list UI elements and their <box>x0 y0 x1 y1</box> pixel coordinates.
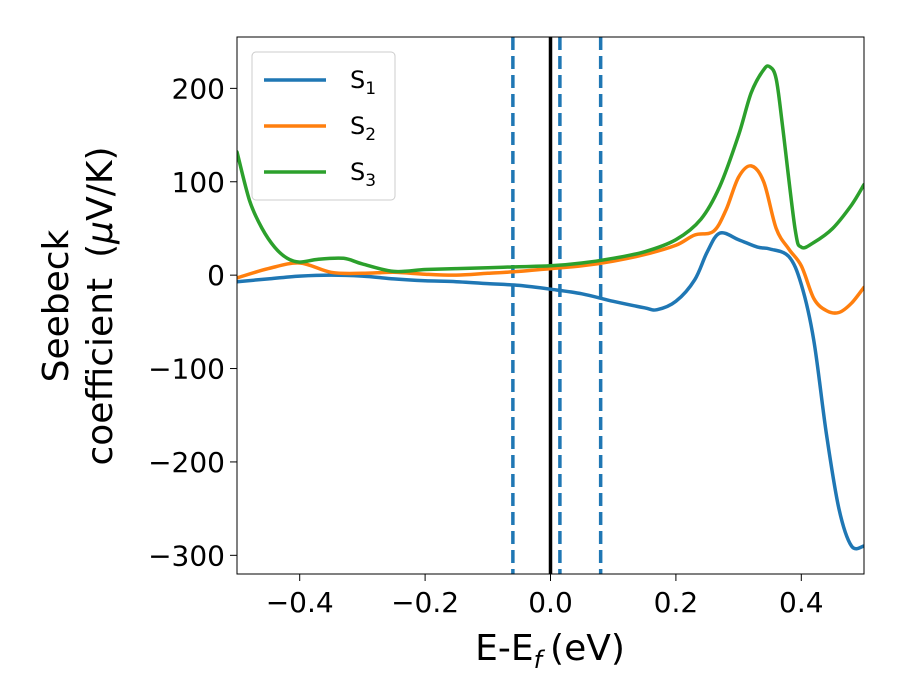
x-tick-label: 0.4 <box>779 586 824 619</box>
x-axis-label-main: E-E <box>475 628 533 669</box>
x-axis-label-subscript: f <box>534 646 546 674</box>
y-tick-label: −100 <box>148 353 225 386</box>
x-axis-label: E-Ef (eV) <box>475 628 625 674</box>
y-tick-label: −300 <box>148 539 225 572</box>
legend-label-S3: S3 <box>350 158 376 191</box>
legend-label-S2: S2 <box>350 112 376 145</box>
x-ticks: −0.4 −0.2 0.0 0.2 0.4 <box>266 574 824 619</box>
y-axis-label-unit-rest: V/K) <box>80 146 121 220</box>
y-tick-label: 100 <box>172 166 225 199</box>
y-ticks: 200 100 0 −100 −200 −300 <box>148 72 237 572</box>
y-axis-label-line1: Seebeck <box>36 229 77 382</box>
vertical-lines <box>511 37 603 574</box>
y-axis-label-unit-mu: μ <box>80 221 121 245</box>
series-line-S1 <box>237 230 864 551</box>
series-line-S3 <box>237 64 864 274</box>
x-axis-label-unit: (eV) <box>550 628 625 669</box>
x-tick-label: 0.2 <box>654 586 699 619</box>
x-tick-label: −0.2 <box>391 586 459 619</box>
y-axis-label-word: coefficient <box>80 278 121 466</box>
x-tick-label: −0.4 <box>266 586 334 619</box>
y-tick-label: 200 <box>172 72 225 105</box>
legend: S1 S2 S3 <box>251 51 396 201</box>
legend-label-S1: S1 <box>350 66 376 99</box>
y-axis-label-unit-open: ( <box>80 244 121 258</box>
y-tick-label: 0 <box>207 259 225 292</box>
series-lines <box>237 64 864 551</box>
series-line-S2 <box>237 164 864 315</box>
x-tick-label: 0.0 <box>528 586 573 619</box>
y-axis-label: Seebeck coefficient (μV/K) <box>36 146 121 465</box>
y-tick-label: −200 <box>148 446 225 479</box>
y-axis-label-line2: coefficient (μV/K) <box>80 146 121 465</box>
